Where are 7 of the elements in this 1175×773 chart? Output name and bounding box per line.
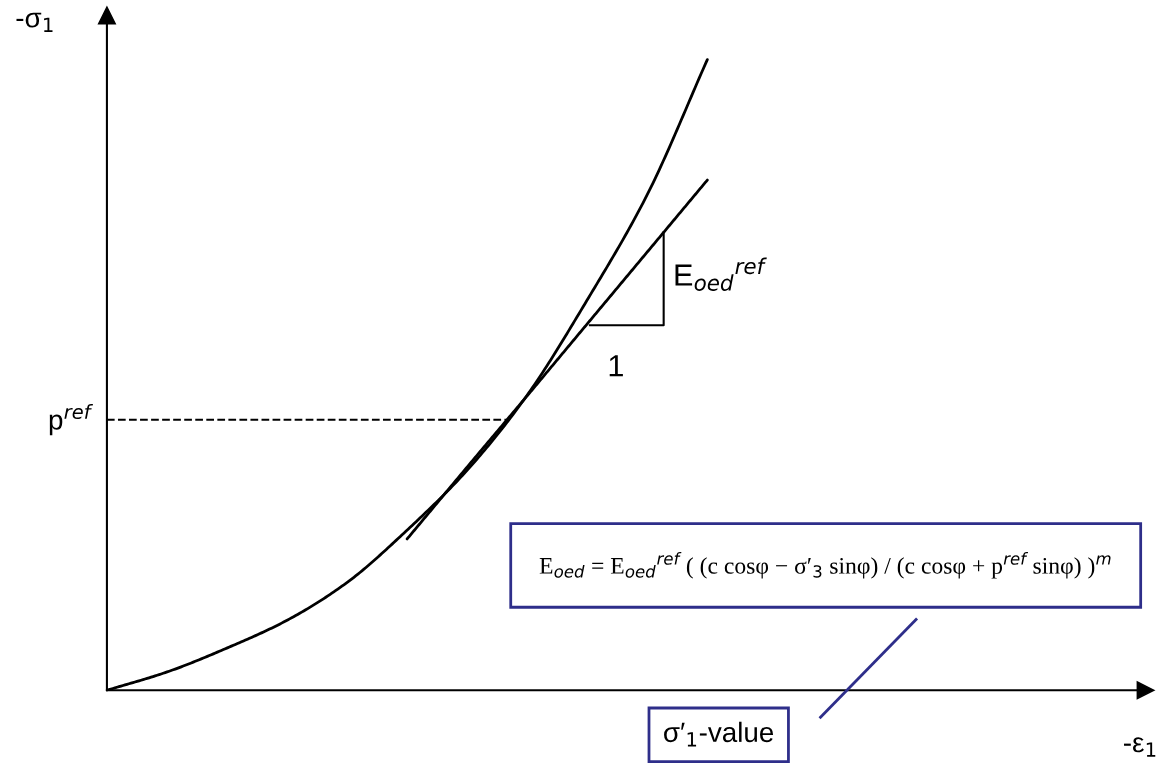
text: E$_{oed}$ = E$_{oed}$$^{ref}$ ( (c cosφ − σ′$_{3}$ sinφ) / (c cosφ + p$^{ref}$ sinφ) )$^{m}$ [539, 551, 1111, 579]
ref-line-label: p$^{ref}$ [49, 404, 93, 436]
text: -ε$_{1}$ [1124, 737, 1156, 757]
annotation: E$_{oed}$$^{ref}$ [675, 257, 767, 291]
text: σ′$_{1}$-value [664, 721, 774, 747]
y-axis-title: -σ$_{1}$ [16, 12, 53, 32]
annotation: 1 [609, 355, 623, 377]
